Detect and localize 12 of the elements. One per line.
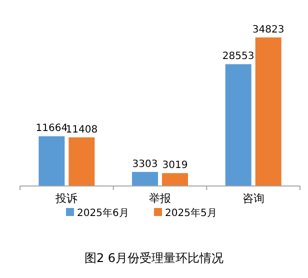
data-label: 3019: [162, 160, 188, 172]
x-tick-label: 咨询: [242, 192, 264, 205]
data-label: 3303: [132, 158, 158, 170]
text: 图2 6月份受理量环比情况: [84, 251, 224, 265]
data-label: 34823: [252, 24, 284, 36]
data-label: 11664: [36, 123, 68, 134]
data-label: 28553: [222, 51, 254, 62]
x-tick-label: 投诉: [54, 192, 78, 205]
data-label: 11408: [66, 124, 98, 136]
x-tick-label: 举报: [149, 192, 171, 205]
legend-label: 2025年5月: [165, 207, 217, 219]
legend-label: 2025年6月: [77, 207, 129, 219]
